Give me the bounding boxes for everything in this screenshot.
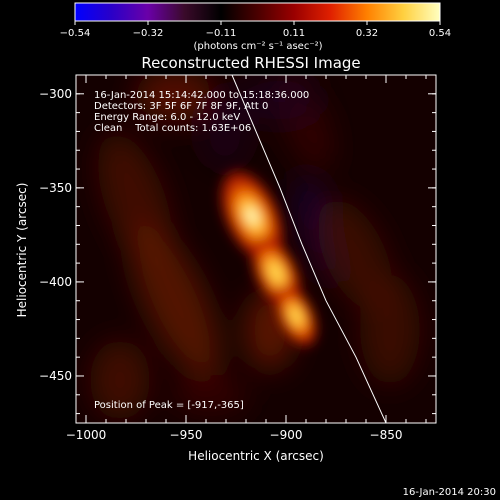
colorbar-tick-label: 0.32 <box>356 28 378 39</box>
solar-limb-line <box>231 75 387 423</box>
source-blob <box>268 261 284 284</box>
peak-position-label: Position of Peak = [-917,-365] <box>94 400 244 411</box>
x-tick-label: −950 <box>170 428 203 442</box>
colorbar-tick-label: 0.11 <box>283 28 305 39</box>
y-tick-label: −350 <box>39 181 72 195</box>
y-tick-label: −400 <box>39 275 72 289</box>
y-axis-label: Heliocentric Y (arcsec) <box>15 183 29 318</box>
x-tick-label: −1000 <box>66 428 107 442</box>
info-detectors: Detectors: 3F 5F 6F 7F 8F 9F, Att 0 <box>94 101 268 112</box>
plot-frame <box>75 74 437 424</box>
info-clean-counts: Clean Total counts: 1.63E+06 <box>94 123 251 134</box>
chart-title: Reconstructed RHESSI Image <box>141 54 360 72</box>
source-blob <box>289 306 303 326</box>
y-tick-label: −450 <box>39 369 72 383</box>
colorbar-ticks: −0.54 −0.32 −0.11 0.11 0.32 0.54 <box>60 21 451 39</box>
sidelobe-pattern <box>90 75 420 420</box>
source-blob <box>247 208 257 224</box>
colorbar-unit-label: (photons cm⁻² s⁻¹ asec⁻²) <box>193 41 322 52</box>
y-tick-label: −300 <box>39 87 72 101</box>
info-energy-range: Energy Range: 6.0 - 12.0 keV <box>94 112 240 123</box>
x-tick-label: −900 <box>270 428 303 442</box>
source-group <box>221 171 317 346</box>
colorbar-tick-label: 0.54 <box>429 28 451 39</box>
plot-area: −1000 −950 −900 −850 −300 −350 −400 −450 16-Ja… <box>39 74 437 442</box>
heatmap-image <box>90 75 420 420</box>
colorbar-tick-label: −0.54 <box>60 28 91 39</box>
x-axis-ticks: −1000 −950 −900 −850 <box>66 75 427 442</box>
colorbar-bar <box>74 2 441 22</box>
footer-timestamp: 16-Jan-2014 20:30 <box>403 487 496 498</box>
info-block: 16-Jan-2014 15:14:42.000 to 15:18:36.000… <box>94 90 309 134</box>
colorbar-tick-label: −0.32 <box>133 28 164 39</box>
source-emission <box>221 171 317 346</box>
x-axis-label: Heliocentric X (arcsec) <box>188 449 324 463</box>
y-axis-ticks: −300 −350 −400 −450 <box>39 74 436 415</box>
info-time-range: 16-Jan-2014 15:14:42.000 to 15:18:36.000 <box>94 90 309 101</box>
colorbar-tick-label: −0.11 <box>206 28 237 39</box>
x-tick-label: −850 <box>370 428 403 442</box>
colorbar: −0.54 −0.32 −0.11 0.11 0.32 0.54 (photons cm⁻… <box>60 2 451 52</box>
